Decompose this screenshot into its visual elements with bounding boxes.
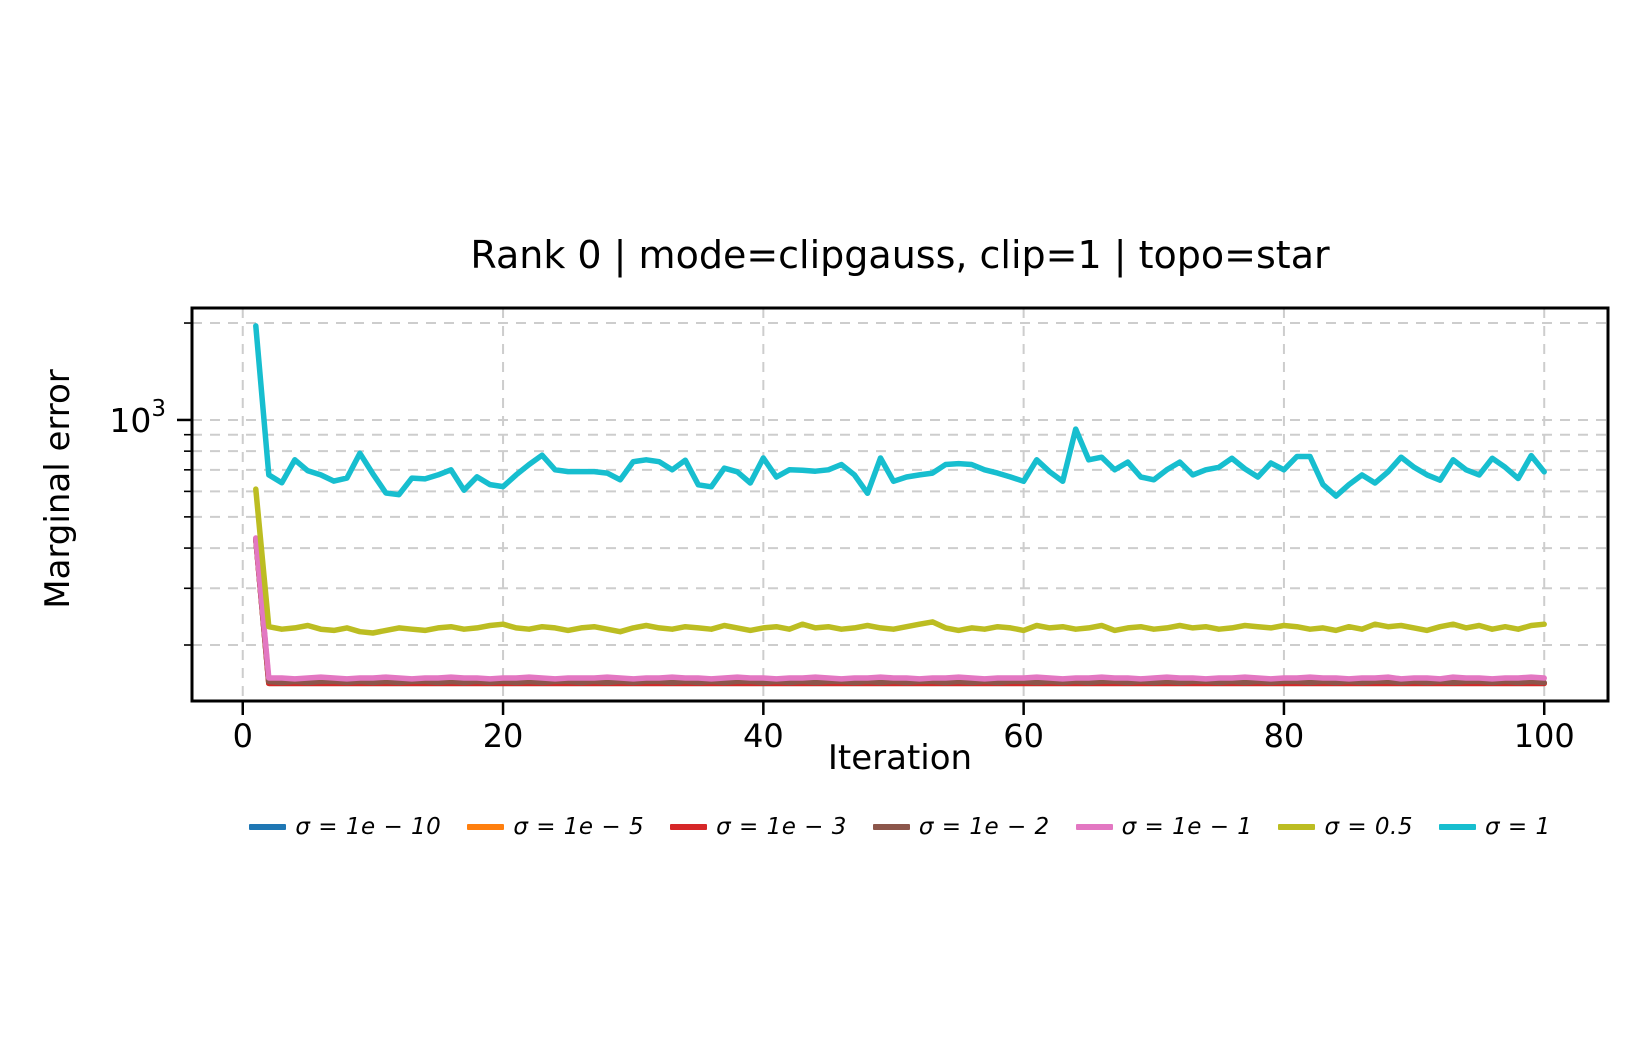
legend-swatch	[1439, 824, 1476, 830]
y-tick-label: 103	[109, 396, 166, 440]
legend-label: σ = 1e − 1	[1121, 814, 1253, 840]
legend-swatch	[670, 824, 708, 830]
x-tick-label: 40	[743, 717, 784, 755]
series-line-4	[253, 535, 1547, 682]
legend-label: σ = 1	[1485, 814, 1551, 840]
legend: σ = 1e − 10 σ = 1e − 5 σ = 1e − 3 σ = 1e − …	[192, 814, 1608, 840]
legend-label: σ = 1e − 10	[295, 814, 442, 840]
legend-item: σ = 1e − 10	[249, 814, 441, 840]
chart-title: Rank 0 | mode=clipgauss, clip=1 | topo=s…	[470, 233, 1330, 277]
legend-label: σ = 1e − 3	[716, 814, 847, 840]
legend-item: σ = 1e − 2	[872, 814, 1050, 840]
legend-label: σ = 1e − 5	[513, 814, 645, 840]
legend-item: σ = 0.5	[1278, 814, 1413, 840]
legend-item: σ = 1e − 1	[1075, 814, 1253, 840]
legend-swatch	[1278, 824, 1316, 830]
x-axis-label: Iteration	[827, 738, 973, 778]
x-tick-label: 100	[1514, 717, 1575, 755]
legend-swatch	[249, 824, 287, 830]
x-tick-label: 60	[1003, 717, 1044, 755]
legend-item: σ = 1e − 3	[670, 814, 847, 840]
legend-item: σ = 1	[1439, 814, 1551, 840]
legend-swatch	[1075, 824, 1113, 830]
series-line-1	[253, 536, 1547, 687]
legend-label: σ = 0.5	[1324, 814, 1413, 840]
x-tick-label: 20	[483, 717, 524, 755]
axes-frame	[190, 306, 1610, 703]
x-tick-label: 0	[233, 717, 253, 755]
series-line-0	[253, 536, 1547, 687]
series-line-2	[253, 536, 1547, 687]
x-tick-label: 80	[1264, 717, 1305, 755]
legend-swatch	[872, 824, 910, 830]
series-line-5	[253, 486, 1547, 636]
legend-label: σ = 1e − 2	[918, 814, 1050, 840]
series-line-6	[253, 323, 1547, 499]
series-line-3	[253, 535, 1547, 686]
legend-swatch	[467, 824, 505, 830]
legend-item: σ = 1e − 5	[467, 814, 644, 840]
